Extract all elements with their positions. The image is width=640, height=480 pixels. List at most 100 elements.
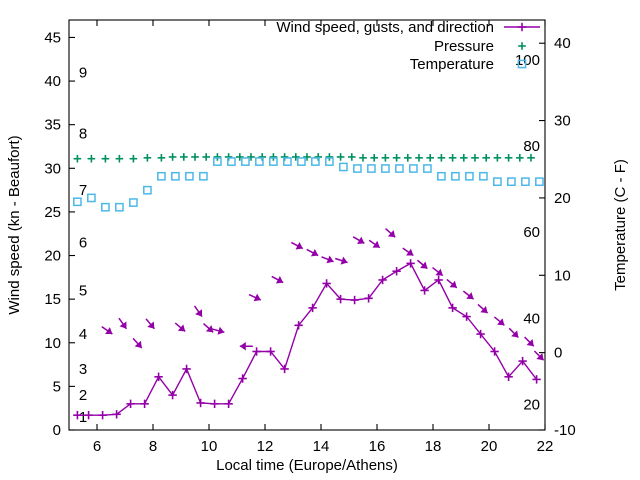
wind-direction-arrow <box>271 275 284 284</box>
pressure-point <box>426 154 434 162</box>
pressure-point <box>224 153 233 161</box>
wind-speed-point <box>224 399 233 409</box>
wind-direction-arrow <box>524 336 535 347</box>
x-tick-label: 14 <box>313 438 330 455</box>
wind-direction-arrow <box>368 239 381 249</box>
y-axis-right-title: Temperature (C - F) <box>612 159 629 291</box>
temperature-point <box>283 157 292 166</box>
pressure-point <box>325 153 334 161</box>
wind-speed-point <box>140 399 149 409</box>
wind-direction-arrow <box>446 278 458 289</box>
wind-speed-point <box>462 312 471 321</box>
x-axis-title: Local time (Europe/Athens) <box>216 457 398 474</box>
wind-direction-arrow <box>248 293 262 302</box>
wind-direction-arrow <box>493 316 505 326</box>
temperature-point <box>339 162 348 172</box>
pressure-point <box>348 153 356 161</box>
temperature-point <box>143 185 152 195</box>
temperature-point <box>199 171 208 181</box>
wind-speed-point <box>420 286 429 295</box>
wind-speed-point <box>266 347 275 356</box>
pressure-point <box>392 154 401 162</box>
wind-speed-point <box>238 374 247 383</box>
temperature-point <box>227 157 236 166</box>
wind-speed-point <box>504 372 513 381</box>
wind-speed-point <box>168 390 177 400</box>
pressure-point <box>115 154 124 163</box>
y-tick-left-label: 25 <box>44 204 61 221</box>
wind-speed-point <box>448 303 457 313</box>
x-tick-label: 6 <box>93 438 101 455</box>
wind-speed-point <box>98 410 107 420</box>
temperature-point <box>73 197 82 207</box>
y-tick-left-label: 5 <box>53 378 61 395</box>
temperature-point <box>465 171 474 181</box>
pressure-point <box>73 154 82 163</box>
wind-speed-point <box>196 398 205 408</box>
fahrenheit-label: 60 <box>523 224 540 241</box>
legend-sample-pressure <box>518 42 526 50</box>
wind-speed-line <box>77 262 538 416</box>
pressure-point <box>280 153 289 161</box>
pressure-point <box>471 154 479 162</box>
wind-speed-point <box>350 295 359 305</box>
chart-legend: Wind speed, gusts, and direction Pressure… <box>276 19 540 73</box>
wind-direction-arrow <box>321 255 334 264</box>
y-tick-left-label: 40 <box>44 73 61 90</box>
temperature-point <box>493 177 502 187</box>
wind-speed-point <box>406 259 415 268</box>
wind-speed-point <box>73 410 82 420</box>
wind-speed-point <box>154 372 163 381</box>
pressure-point <box>258 153 266 161</box>
pressure-point <box>460 154 468 162</box>
wind-direction-arrow <box>416 259 428 270</box>
legend-sample-temperature <box>517 59 527 69</box>
temperature-point <box>157 171 166 181</box>
pressure-point <box>504 154 513 162</box>
pressure-point <box>303 153 311 161</box>
temperature-point <box>325 157 334 166</box>
y-axis-right-ticks: -10 0 10 20 30 40 <box>539 35 576 439</box>
temperature-point <box>87 193 96 203</box>
legend-label-pressure: Pressure <box>434 38 494 55</box>
pressure-point <box>269 153 278 161</box>
wind-direction-arrow <box>174 322 186 333</box>
wind-direction-arrow <box>239 342 253 351</box>
wind-speed-point <box>252 347 261 356</box>
plot-frame <box>68 19 546 431</box>
beaufort-scale-labels: 1 2 3 4 5 6 7 8 9 <box>79 64 87 426</box>
y-tick-left-label: 35 <box>44 117 61 134</box>
beaufort-label: 1 <box>79 409 87 426</box>
wind-direction-arrow <box>477 303 489 314</box>
temperature-point <box>171 171 180 181</box>
x-tick-label: 18 <box>425 438 442 455</box>
temperature-point <box>101 202 110 212</box>
legend-marker-wind <box>517 22 527 32</box>
pressure-point <box>87 154 96 163</box>
pressure-point <box>157 154 166 162</box>
wind-direction-arrow <box>352 236 365 244</box>
fahrenheit-label: 40 <box>523 311 540 328</box>
wind-speed-point <box>364 294 373 303</box>
wind-speed-point <box>518 356 527 366</box>
wind-direction-arrow <box>132 337 143 349</box>
wind-speed-point <box>336 294 345 304</box>
temperature-point <box>521 177 530 187</box>
wind-speed-point <box>294 321 303 330</box>
fahrenheit-label: 100 <box>515 52 540 69</box>
temperature-point <box>185 171 194 181</box>
wind-direction-arrow <box>101 325 113 335</box>
wind-speed-point <box>476 329 485 339</box>
temperature-point <box>353 164 362 173</box>
pressure-point <box>448 154 457 162</box>
plot-frame-layer <box>68 19 546 431</box>
y-tick-left-label: 45 <box>44 29 61 46</box>
wind-speed-point <box>182 364 191 374</box>
beaufort-label: 5 <box>79 282 87 299</box>
wind-speed-point <box>84 410 93 420</box>
pressure-point <box>314 153 322 161</box>
y-tick-right-label: 40 <box>554 35 571 52</box>
wind-direction-arrow <box>533 350 545 361</box>
pressure-point <box>370 154 378 162</box>
wind-speed-point <box>112 410 121 419</box>
